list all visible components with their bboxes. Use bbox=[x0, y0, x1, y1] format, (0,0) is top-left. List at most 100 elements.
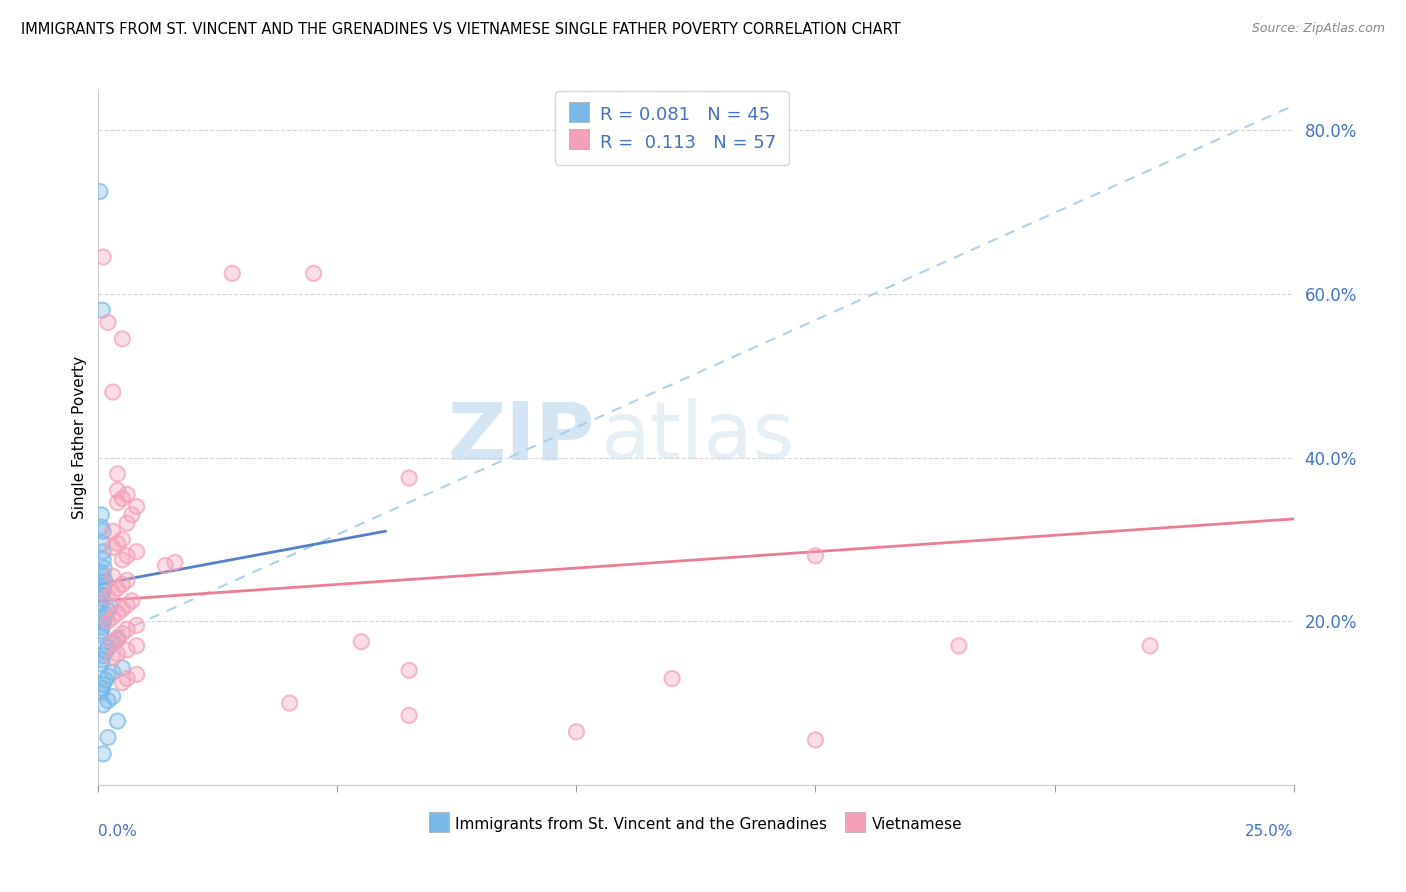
Point bbox=[398, 664, 420, 678]
Point bbox=[107, 606, 129, 620]
Point bbox=[107, 632, 129, 647]
Text: ZIP: ZIP bbox=[447, 398, 595, 476]
Point bbox=[90, 565, 112, 579]
Point bbox=[89, 185, 111, 199]
Point bbox=[115, 623, 138, 637]
Point bbox=[115, 516, 138, 530]
Point bbox=[91, 536, 114, 550]
Point bbox=[111, 675, 134, 690]
Point bbox=[91, 544, 114, 558]
Point bbox=[90, 591, 112, 606]
Point bbox=[125, 618, 148, 632]
Point bbox=[111, 661, 134, 675]
Point bbox=[101, 585, 124, 599]
Point bbox=[107, 536, 129, 550]
Point bbox=[91, 588, 114, 602]
Point bbox=[91, 681, 114, 696]
Text: IMMIGRANTS FROM ST. VINCENT AND THE GRENADINES VS VIETNAMESE SINGLE FATHER POVER: IMMIGRANTS FROM ST. VINCENT AND THE GREN… bbox=[21, 22, 901, 37]
Point bbox=[101, 541, 124, 555]
Point bbox=[101, 634, 124, 648]
Point bbox=[121, 594, 143, 608]
Point bbox=[107, 714, 129, 728]
Point bbox=[107, 582, 129, 596]
Point bbox=[94, 607, 117, 622]
Point bbox=[125, 667, 148, 681]
Point bbox=[91, 653, 114, 667]
Point bbox=[97, 604, 120, 618]
Point bbox=[89, 628, 111, 642]
Point bbox=[111, 332, 134, 346]
Point bbox=[94, 607, 117, 622]
Point bbox=[93, 579, 115, 593]
Point bbox=[1139, 639, 1161, 653]
Point bbox=[91, 677, 114, 691]
Point bbox=[101, 690, 124, 704]
Point bbox=[107, 647, 129, 661]
Point bbox=[107, 536, 129, 550]
Point bbox=[101, 665, 124, 679]
Point bbox=[302, 266, 325, 280]
Point bbox=[91, 544, 114, 558]
Point bbox=[91, 524, 114, 539]
Point bbox=[91, 583, 114, 598]
Point bbox=[93, 561, 115, 575]
Point bbox=[115, 643, 138, 657]
Point bbox=[155, 558, 177, 573]
Point bbox=[91, 615, 114, 630]
Point bbox=[111, 553, 134, 567]
Point bbox=[111, 577, 134, 591]
Point bbox=[91, 698, 114, 712]
Point bbox=[111, 675, 134, 690]
Point bbox=[97, 316, 120, 330]
Point bbox=[107, 631, 129, 645]
Point bbox=[111, 533, 134, 547]
Point bbox=[115, 574, 138, 588]
Point bbox=[115, 549, 138, 563]
Point bbox=[155, 558, 177, 573]
Point bbox=[101, 610, 124, 624]
Point bbox=[91, 583, 114, 598]
Point bbox=[163, 555, 186, 569]
Point bbox=[91, 303, 114, 318]
Point bbox=[101, 651, 124, 665]
Point bbox=[111, 553, 134, 567]
Point bbox=[125, 639, 148, 653]
Point bbox=[89, 628, 111, 642]
Point bbox=[278, 696, 301, 710]
Point bbox=[91, 569, 114, 583]
Point bbox=[91, 250, 114, 264]
Point bbox=[91, 677, 114, 691]
Point bbox=[97, 693, 120, 707]
Point bbox=[91, 569, 114, 583]
Point bbox=[398, 664, 420, 678]
Point bbox=[97, 693, 120, 707]
Point bbox=[101, 385, 124, 400]
Point bbox=[1139, 639, 1161, 653]
Point bbox=[91, 553, 114, 567]
Point bbox=[91, 303, 114, 318]
Point bbox=[115, 549, 138, 563]
Point bbox=[101, 524, 124, 539]
Point bbox=[97, 614, 120, 628]
Point bbox=[163, 555, 186, 569]
Point bbox=[804, 733, 827, 747]
Point bbox=[115, 672, 138, 686]
Point bbox=[90, 591, 112, 606]
Point bbox=[101, 665, 124, 679]
Point bbox=[350, 634, 373, 648]
Point bbox=[107, 631, 129, 645]
Legend: Immigrants from St. Vincent and the Grenadines, Vietnamese: Immigrants from St. Vincent and the Gren… bbox=[422, 807, 970, 840]
Text: 25.0%: 25.0% bbox=[1246, 824, 1294, 838]
Point bbox=[101, 585, 124, 599]
Point bbox=[115, 487, 138, 501]
Text: 0.0%: 0.0% bbox=[98, 824, 138, 838]
Point bbox=[350, 634, 373, 648]
Point bbox=[91, 612, 114, 626]
Point bbox=[91, 747, 114, 761]
Point bbox=[101, 610, 124, 624]
Point bbox=[111, 491, 134, 506]
Point bbox=[90, 657, 112, 671]
Point bbox=[398, 708, 420, 723]
Point bbox=[90, 624, 112, 638]
Point bbox=[90, 685, 112, 699]
